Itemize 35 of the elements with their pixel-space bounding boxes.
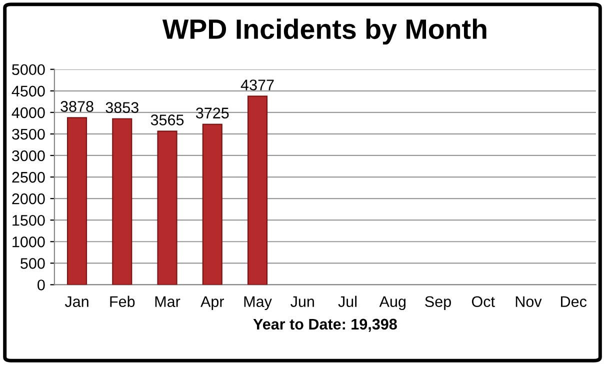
x-axis-title: Year to Date: 19,398 [253, 318, 397, 332]
bar [112, 118, 132, 285]
y-tick-label: 0 [38, 280, 45, 290]
x-tick-label: Oct [472, 296, 495, 308]
y-tick-label: 1000 [12, 236, 45, 248]
y-tick-label: 4500 [12, 86, 45, 97]
y-tick-label: 1500 [12, 214, 45, 226]
x-tick-label: Nov [516, 296, 542, 308]
x-tick-label: Jan [64, 296, 88, 308]
data-label: 4377 [240, 80, 274, 90]
data-label: 3725 [196, 108, 229, 118]
y-tick-label: 3000 [12, 150, 45, 162]
y-tick-label: 2000 [12, 193, 45, 204]
y-tick-label: 5000 [12, 64, 45, 76]
bar [157, 130, 178, 285]
bar [247, 96, 268, 285]
y-tick-label: 4000 [12, 107, 45, 118]
data-label: 3853 [106, 102, 138, 113]
x-tick-label: Feb [110, 296, 135, 308]
x-tick-label: Sep [425, 296, 451, 310]
x-tick-label: Jun [290, 296, 314, 308]
bar [66, 117, 88, 285]
y-tick-label: 500 [20, 258, 45, 269]
x-tick-label: Mar [155, 296, 180, 308]
y-tick-label: 3500 [12, 128, 45, 140]
bar [202, 124, 222, 285]
x-tick-label: May [244, 296, 272, 310]
data-label: 3565 [150, 114, 184, 126]
data-label: 3878 [60, 101, 94, 112]
chart-title: WPD Incidents by Month [162, 18, 486, 45]
x-tick-label: Jul [338, 296, 356, 308]
y-tick-label: 2500 [12, 172, 45, 183]
x-tick-label: Apr [200, 296, 224, 310]
x-tick-label: Dec [561, 296, 587, 308]
x-tick-label: Aug [379, 296, 406, 310]
